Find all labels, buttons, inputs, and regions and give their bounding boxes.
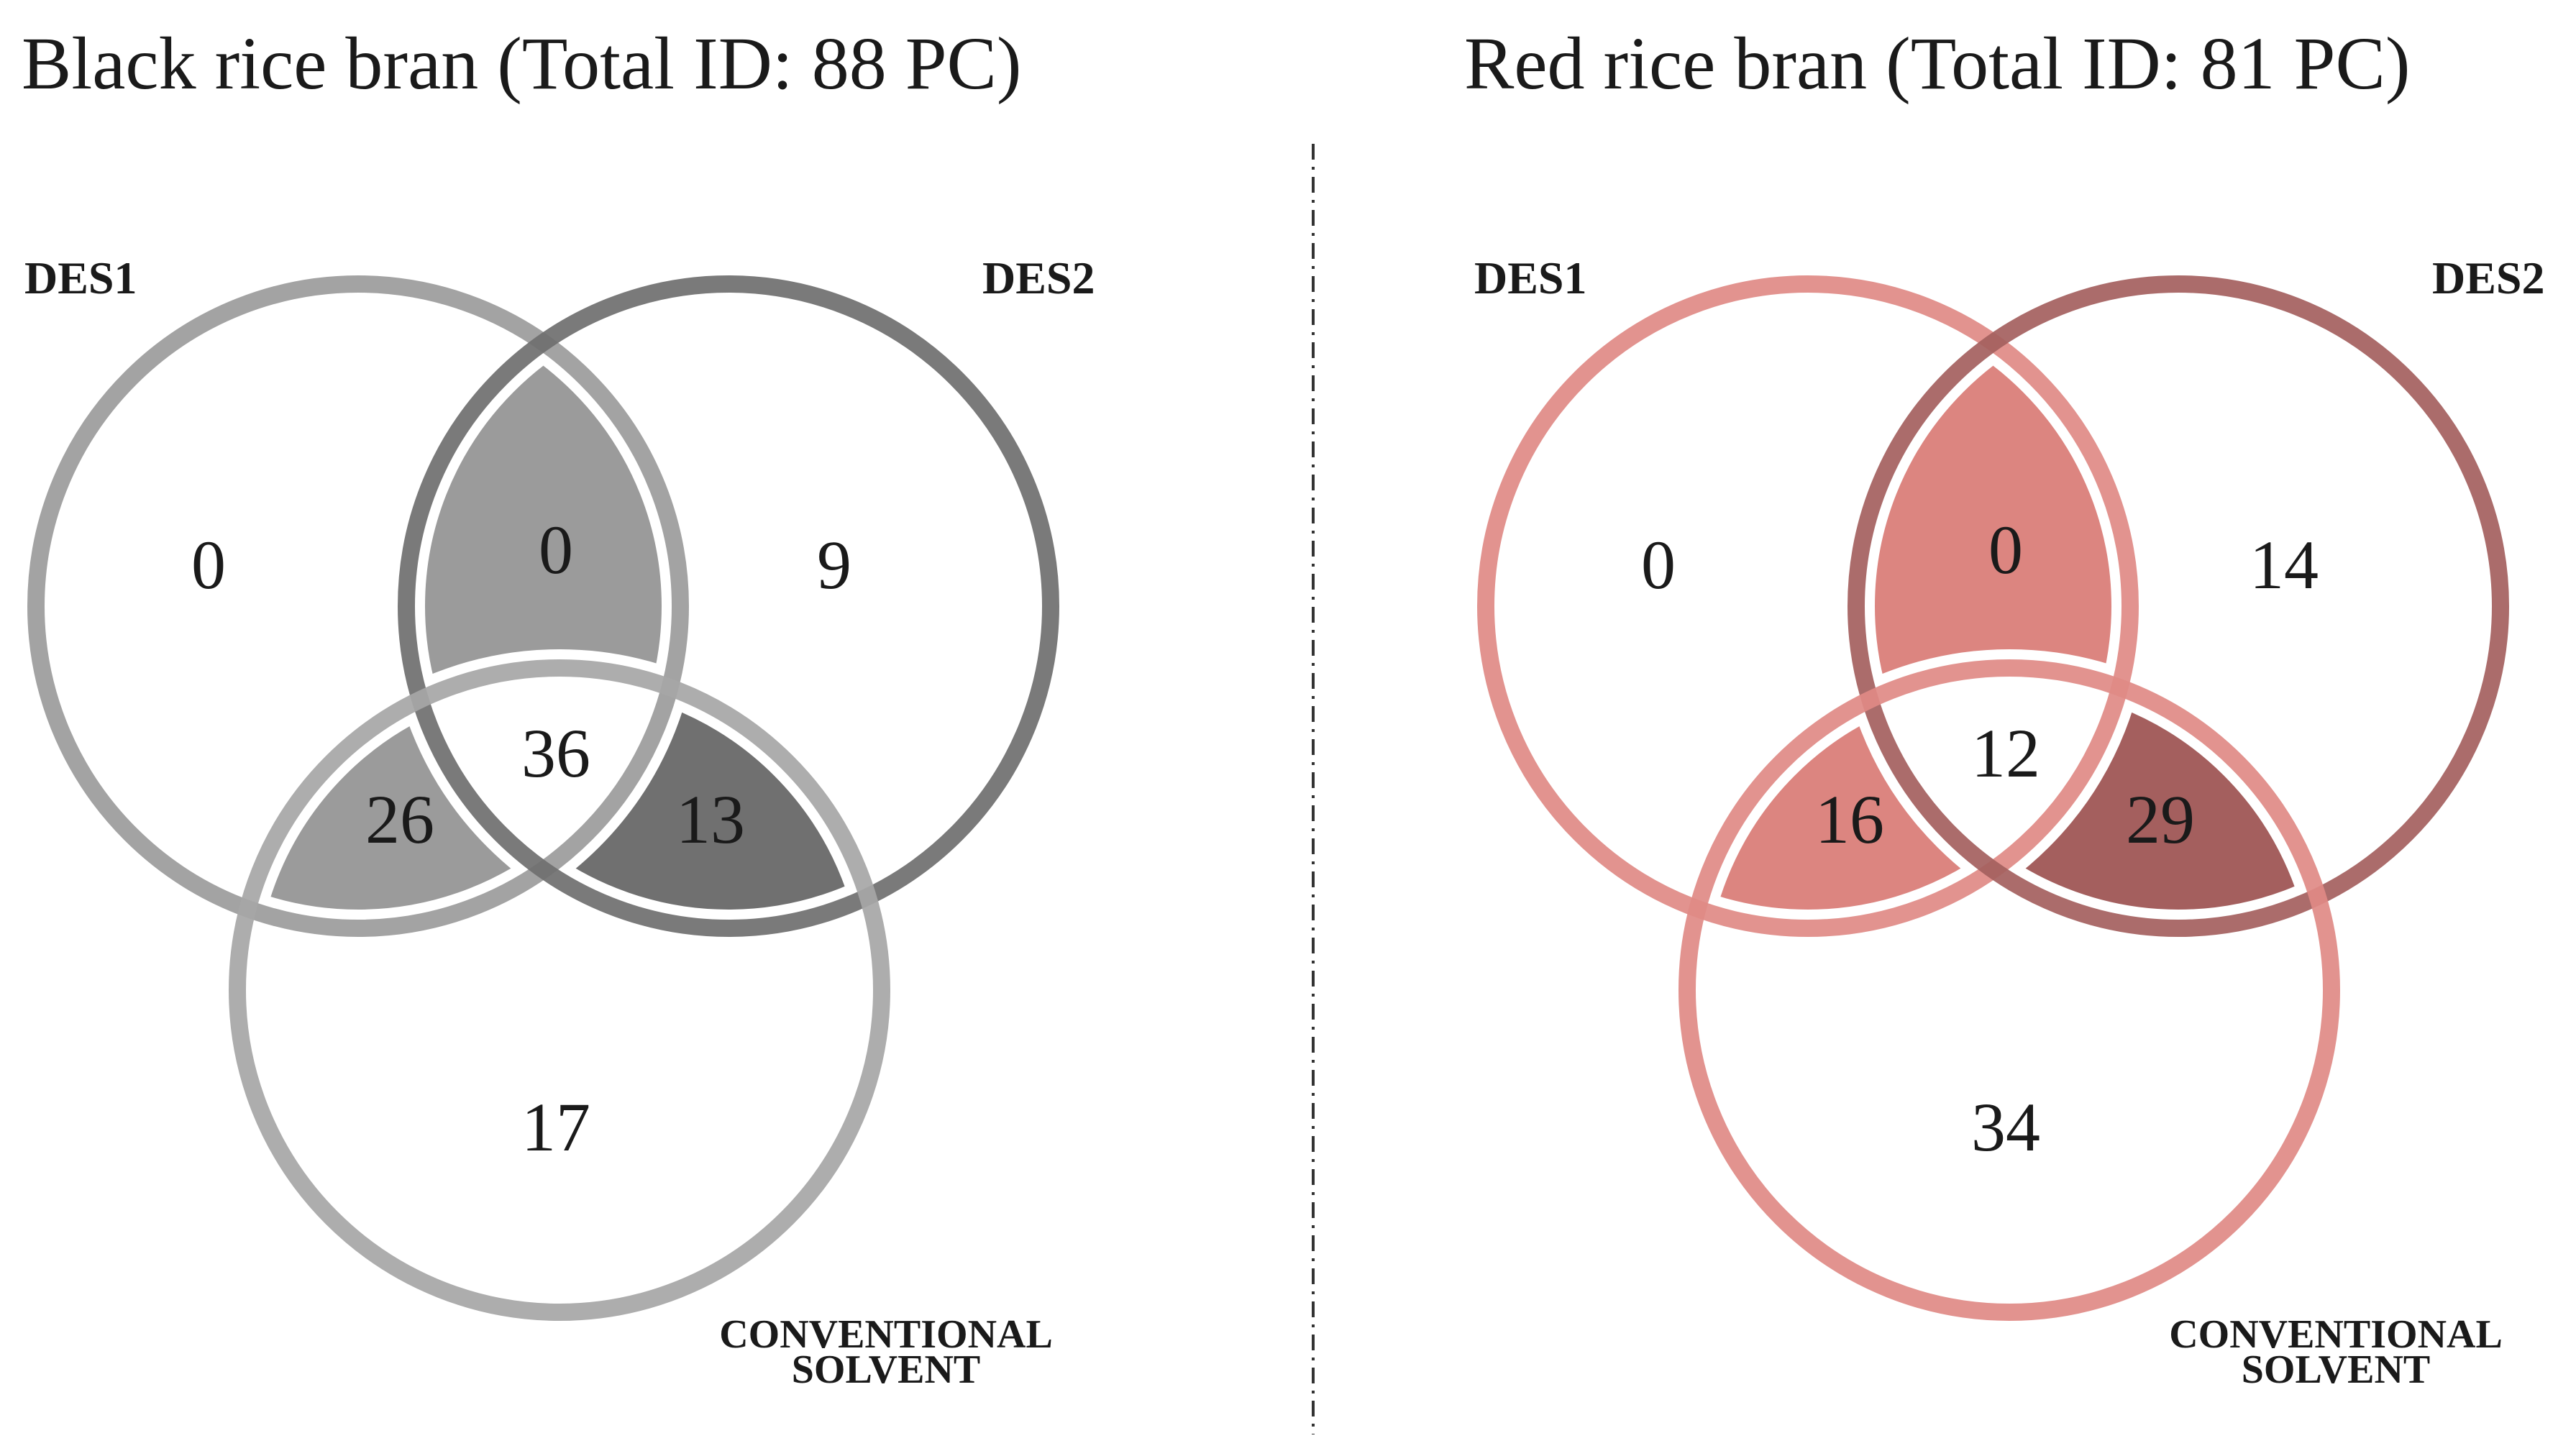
circle-des1 [27,275,689,937]
count-all-three: 36 [521,715,590,792]
venn-panel-red-rice: Red rice bran (Total ID: 81 PC) DES1 DES… [1464,22,2545,1392]
panel-title: Red rice bran (Total ID: 81 PC) [1464,22,2411,105]
count-conventional-only: 17 [521,1089,590,1166]
set-label-des2: DES2 [2432,252,2545,303]
region-des2-conventional [543,692,858,920]
count-des1-des2: 0 [1988,511,2023,588]
set-label-solvent: SOLVENT [792,1347,981,1392]
circle-des2 [398,275,1059,937]
set-label-des1: DES1 [24,252,137,303]
region-des1-des2 [1864,353,2121,705]
count-des2-only: 14 [2250,526,2319,603]
count-des1-conventional: 26 [365,781,434,858]
set-label-conventional: CONVENTIONAL [2169,1312,2503,1357]
region-des1-des2 [414,353,672,705]
set-label-des2: DES2 [982,252,1095,303]
circle-conventional-solvent [229,659,890,1321]
set-label-des1: DES1 [1474,252,1587,303]
set-label-conventional: CONVENTIONAL [719,1312,1053,1357]
circle-des2 [1847,275,2509,937]
venn-panel-black-rice: Black rice bran (Total ID: 88 PC) DES1 D… [17,22,1095,1392]
count-des1-only: 0 [191,526,226,603]
count-des2-conventional: 13 [676,781,745,858]
circle-conventional-solvent [1678,659,2340,1321]
set-label-solvent: SOLVENT [2242,1347,2431,1392]
region-des1-conventional [1708,704,1993,920]
region-des2-conventional [1993,692,2308,920]
count-des1-conventional: 16 [1815,781,1884,858]
panel-title: Black rice bran (Total ID: 88 PC) [22,22,1022,105]
count-des1-des2: 0 [539,511,573,588]
count-conventional-only: 34 [1971,1089,2040,1166]
count-des2-conventional: 29 [2126,781,2195,858]
region-des1-conventional [258,704,544,920]
count-des1-only: 0 [1641,526,1676,603]
circle-des1 [1477,275,2139,937]
count-des2-only: 9 [817,526,851,603]
count-all-three: 12 [1971,715,2040,792]
